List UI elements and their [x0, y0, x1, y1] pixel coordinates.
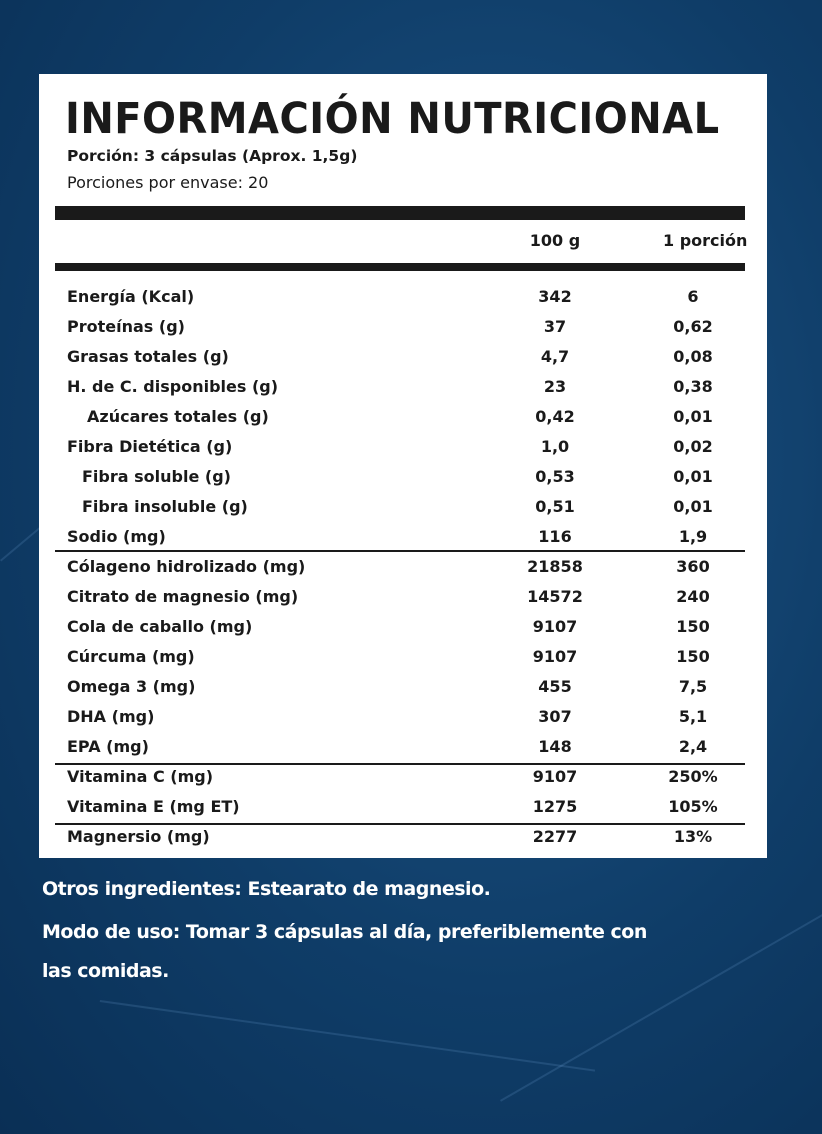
- background-line: [99, 1000, 596, 1072]
- value-portion: 0,01: [673, 497, 713, 516]
- nutrient-label: Sodio (mg): [67, 527, 166, 546]
- value-portion: 0,62: [673, 317, 713, 336]
- nutrient-label: Vitamina C (mg): [67, 767, 214, 786]
- nutrient-label: Fibra insoluble (g): [82, 497, 248, 516]
- other-ingredients: Otros ingredientes: Estearato de magnesi…: [42, 878, 491, 900]
- nutrient-label: EPA (mg): [67, 737, 149, 756]
- table-row: Citrato de magnesio (mg) 14572 240: [55, 581, 745, 611]
- nutrient-label: Omega 3 (mg): [67, 677, 196, 696]
- table-row: Azúcares totales (g) 0,42 0,01: [55, 401, 745, 431]
- section-divider: [55, 763, 745, 765]
- value-100g: 2277: [532, 827, 578, 846]
- table-row: Magnersio (mg) 2277 13%: [55, 821, 745, 851]
- value-portion: 105%: [668, 797, 718, 816]
- value-portion: 13%: [673, 827, 713, 846]
- value-100g: 116: [538, 527, 572, 546]
- nutrient-label: Azúcares totales (g): [87, 407, 269, 426]
- thick-divider: [55, 206, 745, 220]
- nutrient-label: Fibra Dietética (g): [67, 437, 233, 456]
- nutrient-label: Cúrcuma (mg): [67, 647, 195, 666]
- nutrient-label: Energía (Kcal): [67, 287, 195, 306]
- table-row: Proteínas (g) 37 0,62: [55, 311, 745, 341]
- nutrient-label: Vitamina E (mg ET): [67, 797, 240, 816]
- value-100g: 9107: [532, 767, 578, 786]
- value-100g: 4,7: [540, 347, 570, 366]
- table-row: Cúrcuma (mg) 9107 150: [55, 641, 745, 671]
- value-100g: 1,0: [540, 437, 570, 456]
- table-row: Vitamina C (mg) 9107 250%: [55, 761, 745, 791]
- value-100g: 455: [538, 677, 572, 696]
- table-row: Grasas totales (g) 4,7 0,08: [55, 341, 745, 371]
- table-row: Omega 3 (mg) 455 7,5: [55, 671, 745, 701]
- nutrient-label: Fibra soluble (g): [82, 467, 231, 486]
- column-header-100g: 100 g: [529, 231, 581, 250]
- value-100g: 342: [538, 287, 572, 306]
- value-portion: 0,01: [673, 407, 713, 426]
- table-row: EPA (mg) 148 2,4: [55, 731, 745, 761]
- section-divider: [55, 550, 745, 552]
- nutrient-label: DHA (mg): [67, 707, 155, 726]
- nutrient-label: Cólageno hidrolizado (mg): [67, 557, 306, 576]
- value-100g: 1275: [532, 797, 578, 816]
- nutrient-label: Proteínas (g): [67, 317, 185, 336]
- value-100g: 14572: [527, 587, 583, 606]
- value-portion: 0,38: [673, 377, 713, 396]
- value-portion: 7,5: [678, 677, 708, 696]
- nutrient-label: Cola de caballo (mg): [67, 617, 253, 636]
- table-row: H. de C. disponibles (g) 23 0,38: [55, 371, 745, 401]
- nutrient-label: Magnersio (mg): [67, 827, 210, 846]
- usage-instructions-cont: las comidas.: [42, 960, 169, 982]
- value-portion: 0,08: [673, 347, 713, 366]
- value-portion: 5,1: [678, 707, 708, 726]
- value-portion: 360: [676, 557, 710, 576]
- value-100g: 37: [543, 317, 567, 336]
- value-100g: 23: [543, 377, 567, 396]
- table-row: Fibra Dietética (g) 1,0 0,02: [55, 431, 745, 461]
- value-100g: 148: [538, 737, 572, 756]
- page-title: INFORMACIÓN NUTRICIONAL: [65, 94, 720, 144]
- value-portion: 2,4: [678, 737, 708, 756]
- value-portion: 6: [687, 287, 699, 306]
- value-portion: 240: [676, 587, 710, 606]
- section-divider: [55, 823, 745, 825]
- nutrient-label: H. de C. disponibles (g): [67, 377, 279, 396]
- table-row: Energía (Kcal) 342 6: [55, 281, 745, 311]
- value-100g: 307: [538, 707, 572, 726]
- nutrition-facts-card: INFORMACIÓN NUTRICIONAL Porción: 3 cápsu…: [39, 74, 767, 858]
- value-100g: 9107: [532, 647, 578, 666]
- value-portion: 150: [676, 647, 710, 666]
- value-portion: 150: [676, 617, 710, 636]
- value-portion: 0,01: [673, 467, 713, 486]
- value-100g: 0,42: [535, 407, 575, 426]
- value-100g: 21858: [527, 557, 583, 576]
- table-row: Cólageno hidrolizado (mg) 21858 360: [55, 551, 745, 581]
- value-100g: 9107: [532, 617, 578, 636]
- table-row: Sodio (mg) 116 1,9: [55, 521, 745, 551]
- table-row: Fibra insoluble (g) 0,51 0,01: [55, 491, 745, 521]
- usage-instructions: Modo de uso: Tomar 3 cápsulas al día, pr…: [42, 921, 647, 943]
- table-row: Cola de caballo (mg) 9107 150: [55, 611, 745, 641]
- value-100g: 0,51: [535, 497, 575, 516]
- serving-size: Porción: 3 cápsulas (Aprox. 1,5g): [67, 147, 358, 165]
- value-100g: 0,53: [535, 467, 575, 486]
- value-portion: 0,02: [673, 437, 713, 456]
- value-portion: 250%: [668, 767, 718, 786]
- servings-per-container: Porciones por envase: 20: [67, 173, 269, 192]
- table-row: Fibra soluble (g) 0,53 0,01: [55, 461, 745, 491]
- table-row: DHA (mg) 307 5,1: [55, 701, 745, 731]
- value-portion: 1,9: [678, 527, 708, 546]
- column-header-portion: 1 porción: [663, 231, 748, 250]
- nutrient-label: Citrato de magnesio (mg): [67, 587, 299, 606]
- nutrient-label: Grasas totales (g): [67, 347, 229, 366]
- table-row: Vitamina E (mg ET) 1275 105%: [55, 791, 745, 821]
- thick-divider: [55, 263, 745, 271]
